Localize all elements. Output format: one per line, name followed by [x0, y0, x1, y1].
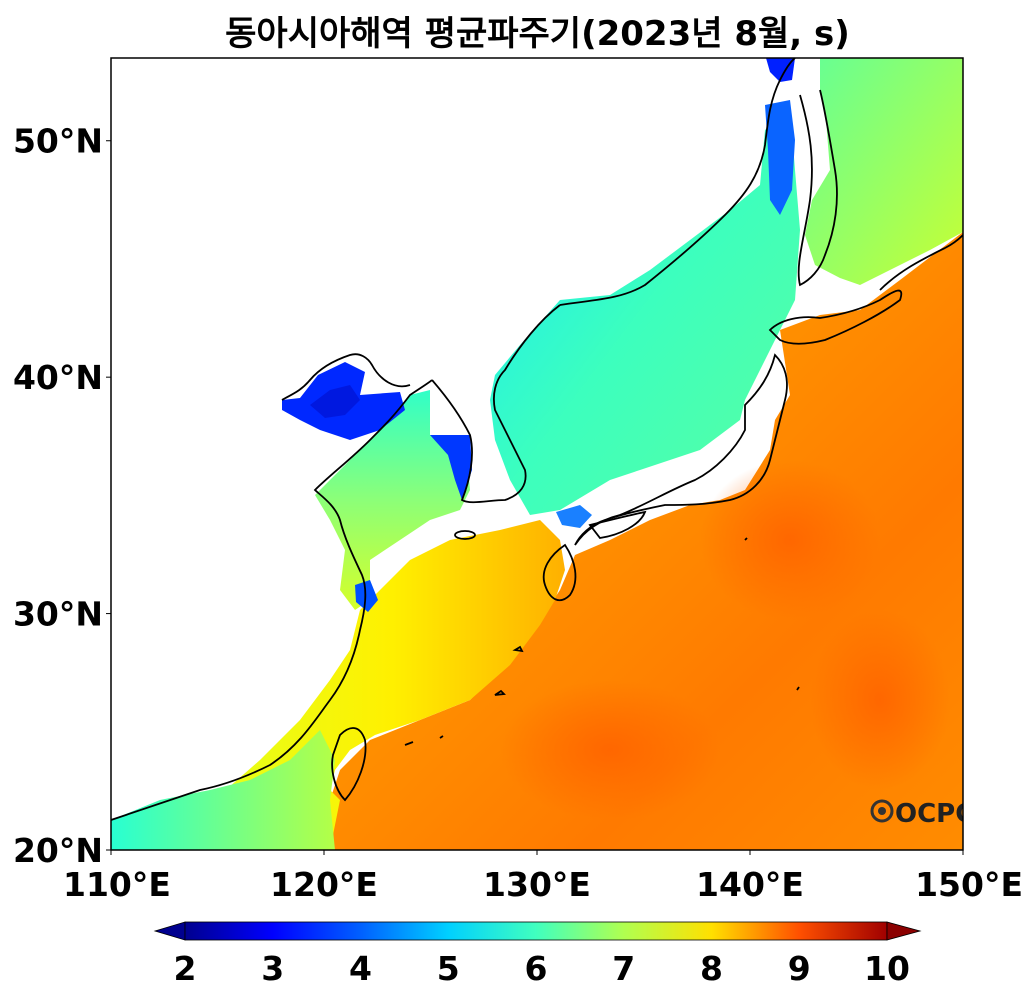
colorbar-tick-label: 7 — [612, 949, 635, 988]
lon-tick-label: 120°E — [270, 865, 378, 904]
pacific-eddy-3 — [810, 610, 950, 790]
colorbar-gradient — [184, 921, 888, 941]
lat-tick-label: 40°N — [13, 358, 103, 397]
lat-tick-label: 20°N — [13, 831, 103, 870]
map-title: 동아시아해역 평균파주기(2023년 8월, s) — [225, 14, 850, 54]
ocpc-logo: OCPC — [870, 799, 974, 829]
lat-axis: 20°N 30°N 40°N 50°N — [13, 122, 111, 870]
bohai-sea-inner — [310, 385, 360, 418]
colorbar-tick-label: 9 — [788, 949, 811, 988]
map-plot-area: OCPC — [111, 58, 974, 850]
coastlines — [111, 58, 963, 821]
colorbar-tick-label: 3 — [261, 949, 284, 988]
lon-tick-label: 140°E — [696, 865, 804, 904]
colorbar: 2 3 4 5 6 7 8 9 10 — [153, 921, 922, 988]
lon-tick-label: 110°E — [63, 865, 171, 904]
lon-tick-label: 150°E — [915, 865, 1023, 904]
korea-west-coast-blue — [430, 435, 472, 500]
south-china-sea-wave-field — [111, 730, 335, 850]
colorbar-tick-label: 10 — [864, 949, 910, 988]
colorbar-over-arrow — [886, 921, 922, 941]
lat-tick-label: 50°N — [13, 122, 103, 161]
pacific-wave-field — [330, 232, 963, 850]
colorbar-under-arrow — [153, 921, 186, 941]
logo-text: OCPC — [895, 799, 974, 829]
colorbar-tick-label: 2 — [174, 949, 197, 988]
lon-tick-label: 130°E — [483, 865, 591, 904]
colorbar-tick-label: 4 — [349, 949, 372, 988]
tatar-north-blue — [766, 58, 795, 82]
tatar-strait-blue — [765, 100, 795, 215]
colorbar-tick-label: 5 — [437, 949, 460, 988]
colorbar-tick-label: 8 — [700, 949, 723, 988]
hangzhou-bay-blue — [355, 580, 378, 612]
colorbar-ticks: 2 3 4 5 6 7 8 9 10 — [174, 949, 910, 988]
lon-axis: 110°E 120°E 130°E 140°E 150°E — [63, 850, 1023, 904]
okhotsk-wave-field — [805, 58, 963, 285]
tsushima-blue — [556, 505, 592, 528]
pacific-eddy-1 — [700, 460, 880, 620]
lat-tick-label: 30°N — [13, 595, 103, 634]
colorbar-tick-label: 6 — [525, 949, 548, 988]
pacific-eddy-2 — [500, 680, 720, 820]
east-sea-wave-field — [490, 105, 800, 515]
